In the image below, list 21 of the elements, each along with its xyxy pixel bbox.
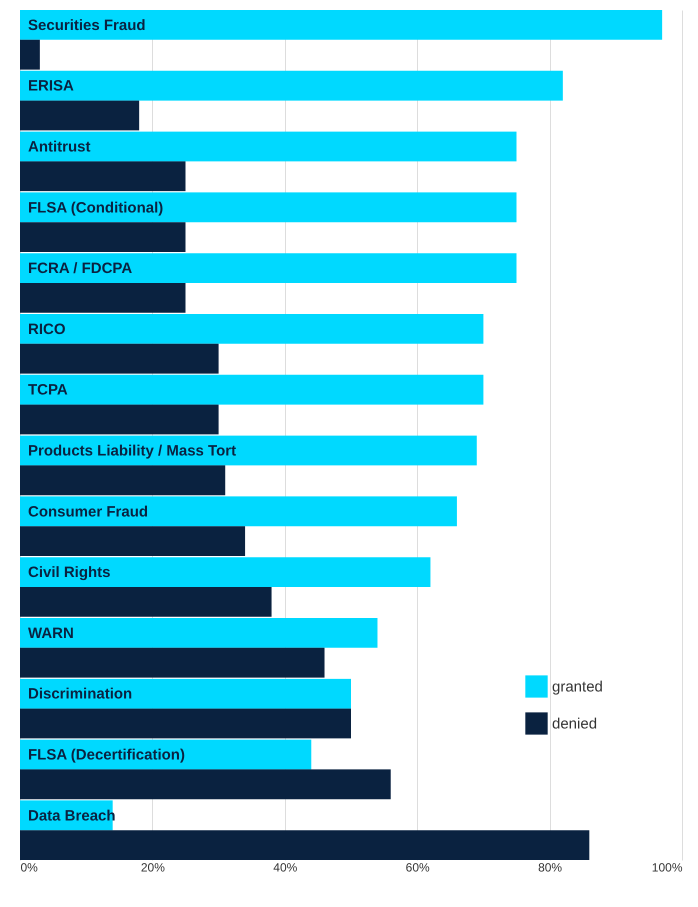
y-tick-label: Consumer Fraud xyxy=(28,503,148,520)
legend-label: granted xyxy=(552,678,603,696)
y-tick-label: Discrimination xyxy=(28,686,132,703)
y-tick-label: Antitrust xyxy=(28,138,90,156)
x-tick-label: 0% xyxy=(20,860,38,874)
x-tick-label: 20% xyxy=(140,860,166,874)
y-tick-label: FLSA (Conditional) xyxy=(28,199,164,216)
y-tick-label: FLSA (Decertification) xyxy=(28,746,185,764)
y-tick-label: WARN xyxy=(28,624,74,642)
x-tick-label: 60% xyxy=(406,860,430,874)
y-tick-label: Securities Fraud xyxy=(28,16,146,34)
y-tick-label: FCRA / FDCPA xyxy=(28,260,132,278)
y-tick-label: ERISA xyxy=(28,78,74,95)
legend-label: denied xyxy=(552,716,598,732)
x-tick-label: 40% xyxy=(273,860,298,874)
x-tick-label: 80% xyxy=(538,860,562,874)
y-tick-label: TCPA xyxy=(28,382,68,399)
y-tick-label: RICO xyxy=(28,320,66,338)
x-tick-label: 100% xyxy=(652,860,683,874)
y-tick-label: Products Liability / Mass Tort xyxy=(28,442,236,460)
y-tick-label: Civil Rights xyxy=(28,564,111,582)
